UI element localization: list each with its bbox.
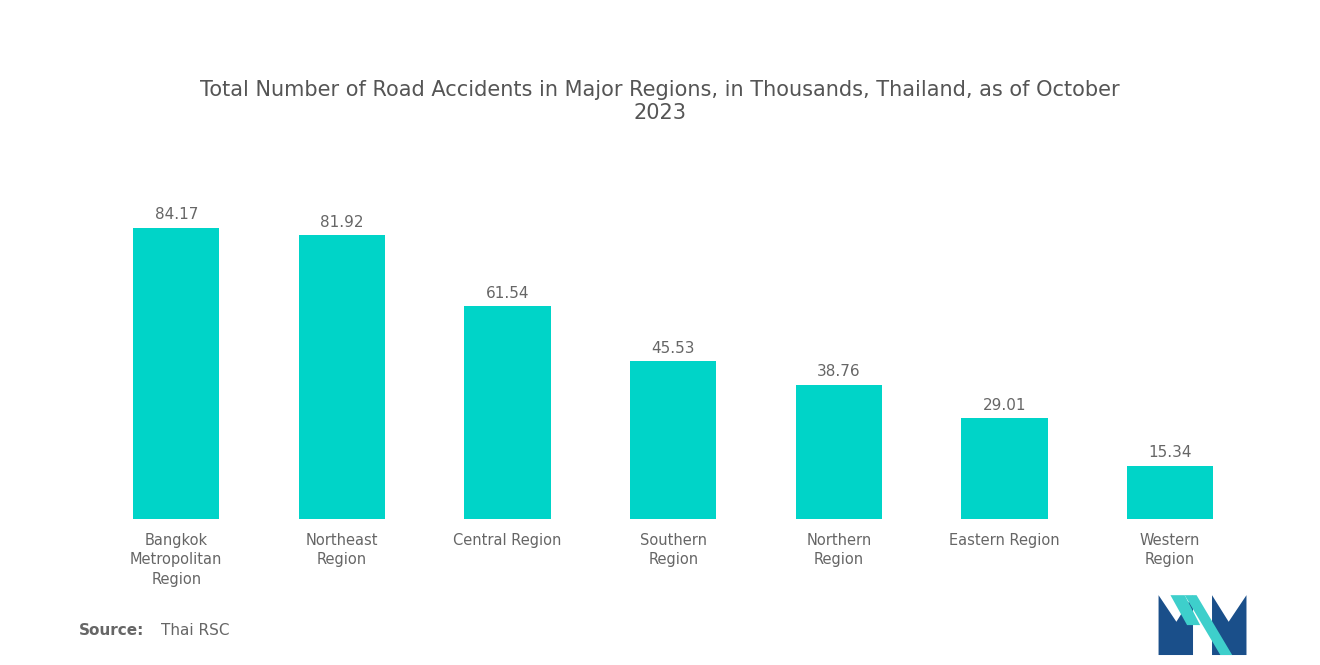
Bar [630, 361, 717, 519]
Bar [1127, 465, 1213, 519]
Text: 84.17: 84.17 [154, 207, 198, 223]
Text: Thai RSC: Thai RSC [161, 623, 230, 638]
Polygon shape [1185, 595, 1233, 655]
Text: 61.54: 61.54 [486, 286, 529, 301]
Text: 29.01: 29.01 [982, 398, 1026, 413]
Text: 15.34: 15.34 [1148, 446, 1192, 460]
Bar [133, 227, 219, 519]
Text: 45.53: 45.53 [652, 341, 694, 356]
Text: Source:: Source: [79, 623, 145, 638]
Text: 38.76: 38.76 [817, 364, 861, 380]
Bar [465, 306, 550, 519]
Polygon shape [1212, 595, 1246, 655]
Bar [961, 418, 1048, 519]
Bar [298, 235, 385, 519]
Polygon shape [1171, 595, 1200, 625]
Polygon shape [1159, 595, 1193, 655]
Text: Total Number of Road Accidents in Major Regions, in Thousands, Thailand, as of O: Total Number of Road Accidents in Major … [201, 80, 1119, 123]
Bar [796, 384, 882, 519]
Text: 81.92: 81.92 [321, 215, 364, 230]
